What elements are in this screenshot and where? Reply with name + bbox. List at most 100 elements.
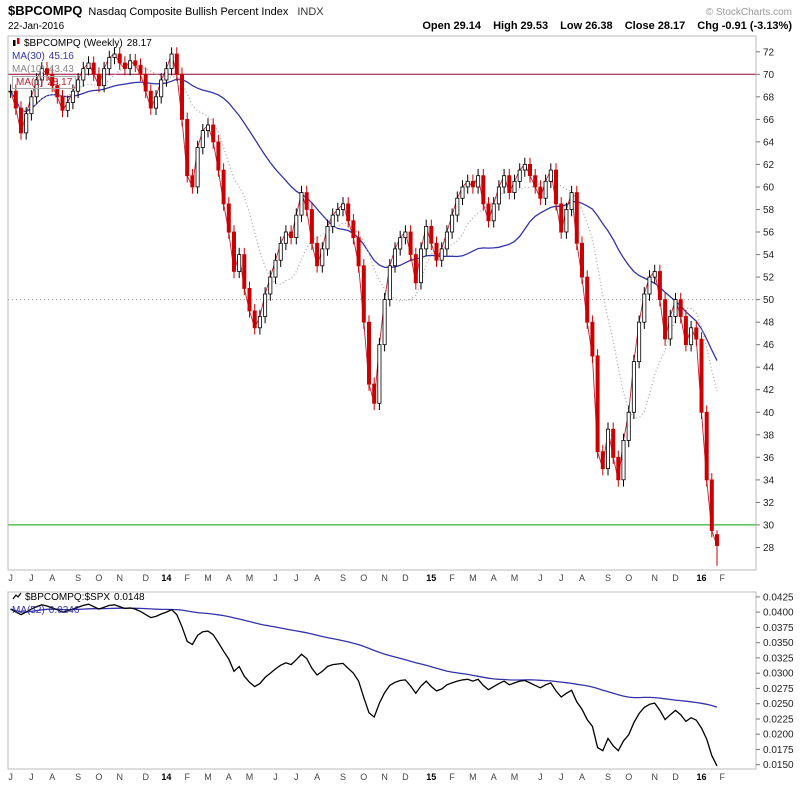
candle-body (434, 242, 439, 261)
legend-series-value: 28.17 (126, 38, 152, 49)
y-axis-label: 0.0400 (763, 608, 794, 619)
x-axis-label: S (340, 772, 346, 782)
candle-body (13, 90, 18, 109)
x-axis-label: M (469, 573, 477, 583)
candle-body (315, 242, 320, 267)
x-axis-label: A (49, 772, 55, 782)
x-axis-label: J (294, 573, 299, 583)
candle-body (652, 271, 657, 278)
x-axis-label: N (651, 573, 658, 583)
candle-body (24, 113, 29, 134)
x-axis-label: S (605, 573, 611, 583)
candle-body (366, 321, 371, 385)
x-axis-label: J (559, 573, 564, 583)
candle-body (429, 225, 434, 244)
change-value: -0.91 (-3.13%) (721, 20, 792, 32)
y-axis-label: 0.0225 (763, 715, 794, 726)
open-value: 29.14 (453, 20, 482, 32)
legend-ratio-series: $BPCOMPQ:$SPX 0.0148 (12, 591, 145, 604)
x-axis-label: A (491, 772, 497, 782)
candle-body (569, 192, 574, 210)
x-axis-label: M (511, 573, 519, 583)
x-axis-label: J (273, 772, 278, 782)
candle-body (138, 64, 143, 75)
candle-body (715, 534, 720, 546)
x-axis-label: N (381, 772, 388, 782)
candle-body (585, 276, 590, 323)
candle-body (709, 479, 714, 531)
y-axis-label: 52 (763, 273, 775, 284)
chart-header: $BPCOMPQ Nasdaq Composite Bullish Percen… (0, 0, 800, 33)
ratio-chart-legend: $BPCOMPQ:$SPX 0.0148 MA(52) 0.0246 (12, 591, 145, 617)
candle-body (392, 248, 397, 267)
candle-body (491, 203, 496, 222)
candle-body (102, 68, 107, 87)
legend-ma1-value: 28.17 (47, 77, 73, 88)
candle-body (164, 68, 169, 81)
candle-body (237, 254, 242, 272)
candle-body (221, 169, 226, 205)
candle-body (481, 175, 486, 205)
candle-body (408, 231, 413, 255)
candle-body (668, 316, 673, 340)
candle-body (174, 53, 179, 75)
candle-body (611, 428, 616, 458)
candle-body (387, 265, 392, 301)
candle-body (45, 68, 50, 75)
candle-body (574, 192, 579, 244)
ratio-chart-svg: 0.0150 0.0175 0.0200 0.0225 0.0250 0.0275 0.03… (7, 591, 794, 782)
y-axis-label: 54 (763, 250, 775, 261)
candle-body (486, 203, 491, 222)
y-axis-label: 36 (763, 453, 775, 464)
candle-body (133, 60, 138, 66)
y-axis-label: 0.0150 (763, 760, 794, 771)
x-axis-label: O (625, 573, 632, 583)
candle-body (143, 73, 148, 92)
candle-body (226, 203, 231, 233)
y-axis-label: 60 (763, 183, 775, 194)
candle-body (699, 338, 704, 413)
candle-body (424, 225, 429, 250)
candle-body (325, 225, 330, 250)
candle-body (263, 293, 268, 317)
candle-body (496, 186, 501, 205)
legend-ma30-label: MA(30) (12, 51, 45, 62)
candle-body (107, 56, 112, 70)
x-axis-label: D (672, 772, 679, 782)
candle-body (211, 124, 216, 143)
candle-body (29, 96, 34, 115)
x-axis-label: O (360, 573, 367, 583)
candle-body (304, 192, 309, 210)
candle-body (299, 192, 304, 216)
x-axis-label: O (95, 573, 102, 583)
close-label: Close (624, 20, 655, 32)
candle-body (268, 276, 273, 295)
x-axis-label: A (49, 573, 55, 583)
candle-body (65, 102, 70, 111)
x-axis-label: M (204, 772, 212, 782)
y-axis-label: 56 (763, 228, 775, 239)
legend-ma10-label: MA(10) (12, 64, 45, 75)
candle-body (663, 299, 668, 340)
candle-body (476, 175, 481, 188)
candle-body (320, 248, 325, 267)
change-label: Chg (697, 20, 719, 32)
candle-body (96, 73, 101, 86)
main-chart-legend: $BPCOMPQ (Weekly) 28.17 MA(30) 45.16 MA(10… (12, 37, 152, 89)
candle-body (580, 242, 585, 278)
candle-body (559, 203, 564, 233)
header-row-quote: 22-Jan-2016 Open 29.14 High 29.53 Low 26.38… (8, 20, 792, 33)
x-axis-label: J (29, 573, 34, 583)
candle-body (512, 180, 517, 194)
x-axis-label: J (559, 772, 564, 782)
y-axis-label: 42 (763, 385, 775, 396)
candle-body (242, 254, 247, 289)
candle-body (200, 130, 205, 148)
legend-series-label: $BPCOMPQ (Weekly) (24, 38, 123, 49)
chart-date: 22-Jan-2016 (8, 21, 65, 32)
candle-body (278, 242, 283, 261)
y-axis-label: 48 (763, 318, 775, 329)
candle-body (600, 451, 605, 470)
y-axis-label: 40 (763, 408, 775, 419)
y-axis-label: 62 (763, 160, 775, 171)
